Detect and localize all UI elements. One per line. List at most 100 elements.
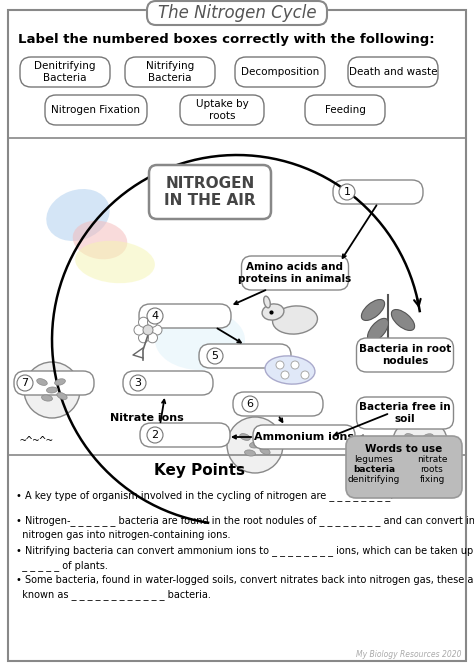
Text: roots: roots [420, 464, 443, 474]
Text: Bacteria free in
soil: Bacteria free in soil [359, 402, 451, 423]
Text: My Biology Resources 2020: My Biology Resources 2020 [356, 650, 462, 659]
FancyBboxPatch shape [147, 1, 327, 25]
FancyBboxPatch shape [8, 10, 466, 661]
Text: Ammonium ions: Ammonium ions [254, 432, 354, 442]
Text: Amino acids and
proteins in animals: Amino acids and proteins in animals [238, 262, 352, 284]
Circle shape [147, 427, 163, 443]
Text: Denitrifying
Bacteria: Denitrifying Bacteria [34, 61, 96, 83]
Ellipse shape [73, 221, 128, 260]
Circle shape [130, 375, 146, 391]
Text: The Nitrogen Cycle: The Nitrogen Cycle [158, 4, 316, 22]
Text: 1: 1 [344, 187, 350, 197]
Circle shape [134, 325, 144, 335]
Text: Label the numbered boxes correctly with the following:: Label the numbered boxes correctly with … [18, 33, 435, 47]
FancyBboxPatch shape [125, 57, 215, 87]
FancyBboxPatch shape [140, 423, 230, 447]
Ellipse shape [249, 442, 261, 448]
Ellipse shape [392, 310, 415, 330]
Text: 3: 3 [135, 378, 142, 388]
Circle shape [281, 371, 289, 379]
Ellipse shape [155, 310, 245, 370]
Ellipse shape [410, 450, 420, 456]
Text: • A key type of organism involved in the cycling of nitrogen are _ _ _ _ _ _ _ _: • A key type of organism involved in the… [16, 490, 393, 501]
Circle shape [17, 375, 33, 391]
FancyBboxPatch shape [346, 436, 462, 498]
FancyBboxPatch shape [14, 371, 94, 395]
FancyBboxPatch shape [180, 95, 264, 125]
FancyBboxPatch shape [149, 165, 271, 219]
Text: • Nitrogen-_ _ _ _ _ _ bacteria are found in the root nodules of _ _ _ _ _ _ _ _: • Nitrogen-_ _ _ _ _ _ bacteria are foun… [16, 515, 474, 540]
Circle shape [24, 362, 80, 418]
Ellipse shape [264, 296, 270, 308]
FancyBboxPatch shape [199, 344, 291, 368]
Circle shape [276, 361, 284, 369]
Circle shape [301, 371, 309, 379]
Text: Key Points: Key Points [155, 464, 246, 478]
Text: fixing: fixing [419, 474, 445, 484]
Text: 6: 6 [246, 399, 254, 409]
FancyBboxPatch shape [356, 338, 454, 372]
Circle shape [207, 348, 223, 364]
FancyBboxPatch shape [45, 95, 147, 125]
Text: 5: 5 [211, 351, 219, 361]
FancyBboxPatch shape [235, 57, 325, 87]
Ellipse shape [265, 356, 315, 384]
FancyBboxPatch shape [356, 397, 454, 429]
Text: Bacteria in root
nodules: Bacteria in root nodules [359, 344, 451, 366]
Circle shape [291, 361, 299, 369]
Ellipse shape [240, 434, 250, 440]
Ellipse shape [260, 448, 270, 454]
Ellipse shape [273, 306, 318, 334]
Text: Words to use: Words to use [365, 444, 443, 454]
Ellipse shape [57, 393, 67, 399]
Text: Uptake by
roots: Uptake by roots [196, 99, 248, 121]
Text: Feeding: Feeding [325, 105, 365, 115]
Ellipse shape [75, 241, 155, 283]
Ellipse shape [415, 442, 426, 448]
Circle shape [147, 308, 163, 324]
Text: ~^~^~: ~^~^~ [20, 435, 54, 445]
Text: 4: 4 [151, 311, 159, 321]
FancyBboxPatch shape [333, 180, 423, 204]
Circle shape [138, 332, 148, 343]
Ellipse shape [258, 434, 268, 440]
FancyBboxPatch shape [253, 425, 355, 449]
Circle shape [147, 332, 157, 343]
Text: 2: 2 [151, 430, 159, 440]
Circle shape [339, 184, 355, 200]
Text: nitrate: nitrate [417, 454, 447, 464]
Text: bacteria: bacteria [353, 464, 395, 474]
Circle shape [152, 325, 162, 335]
Text: • Some bacteria, found in water-logged soils, convert nitrates back into nitroge: • Some bacteria, found in water-logged s… [16, 575, 474, 600]
FancyBboxPatch shape [233, 392, 323, 416]
Circle shape [138, 317, 148, 327]
Ellipse shape [46, 387, 57, 393]
Text: 7: 7 [21, 378, 28, 388]
Text: • Nitrifying bacteria can convert ammonium ions to _ _ _ _ _ _ _ _ ions, which c: • Nitrifying bacteria can convert ammoni… [16, 545, 474, 571]
Text: NITROGEN
IN THE AIR: NITROGEN IN THE AIR [164, 176, 256, 208]
Circle shape [147, 317, 157, 327]
Ellipse shape [425, 448, 435, 454]
Text: Nitrate ions: Nitrate ions [110, 413, 184, 423]
Text: Nitrogen Fixation: Nitrogen Fixation [52, 105, 140, 115]
Ellipse shape [262, 304, 284, 320]
Text: Nitrifying
Bacteria: Nitrifying Bacteria [146, 61, 194, 83]
FancyBboxPatch shape [139, 304, 231, 328]
Circle shape [392, 417, 448, 473]
Ellipse shape [46, 189, 109, 241]
Text: legumes: legumes [355, 454, 393, 464]
Ellipse shape [36, 379, 47, 385]
Ellipse shape [245, 450, 255, 456]
Text: denitrifying: denitrifying [348, 474, 400, 484]
Ellipse shape [55, 379, 65, 385]
Ellipse shape [361, 300, 384, 320]
FancyBboxPatch shape [348, 57, 438, 87]
FancyBboxPatch shape [305, 95, 385, 125]
FancyBboxPatch shape [123, 371, 213, 395]
FancyBboxPatch shape [20, 57, 110, 87]
Text: Decomposition: Decomposition [241, 67, 319, 77]
Ellipse shape [367, 318, 389, 342]
Text: Death and waste: Death and waste [349, 67, 437, 77]
Ellipse shape [405, 434, 415, 440]
Circle shape [143, 325, 153, 335]
